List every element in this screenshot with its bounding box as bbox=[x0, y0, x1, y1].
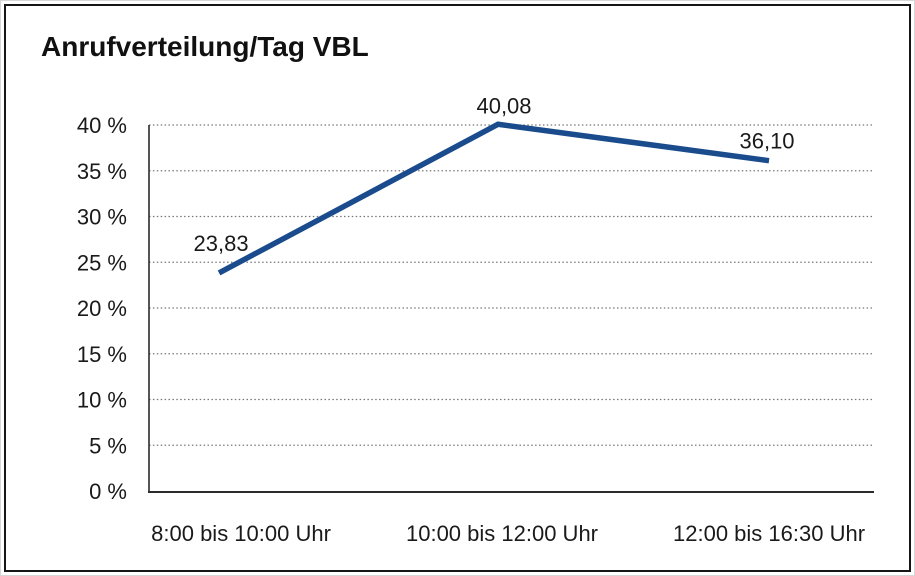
y-tick-label: 10 % bbox=[77, 388, 127, 413]
x-category-label: 10:00 bis 12:00 Uhr bbox=[406, 521, 598, 546]
y-tick-label: 25 % bbox=[77, 250, 127, 275]
y-tick-label: 5 % bbox=[89, 433, 127, 458]
y-tick-label: 40 % bbox=[77, 113, 127, 138]
y-tick-label: 30 % bbox=[77, 205, 127, 230]
chart-title: Anrufverteilung/Tag VBL bbox=[41, 31, 369, 62]
data-point-label: 23,83 bbox=[194, 231, 249, 256]
y-tick-label: 0 % bbox=[89, 479, 127, 504]
y-tick-label: 35 % bbox=[77, 159, 127, 184]
y-tick-label: 15 % bbox=[77, 342, 127, 367]
data-series-line bbox=[217, 121, 770, 276]
data-point-label: 40,08 bbox=[476, 93, 531, 118]
data-point-label: 36,10 bbox=[739, 129, 794, 154]
y-tick-label: 20 % bbox=[77, 296, 127, 321]
x-category-label: 8:00 bis 10:00 Uhr bbox=[151, 521, 331, 546]
x-category-label: 12:00 bis 16:30 Uhr bbox=[673, 521, 865, 546]
